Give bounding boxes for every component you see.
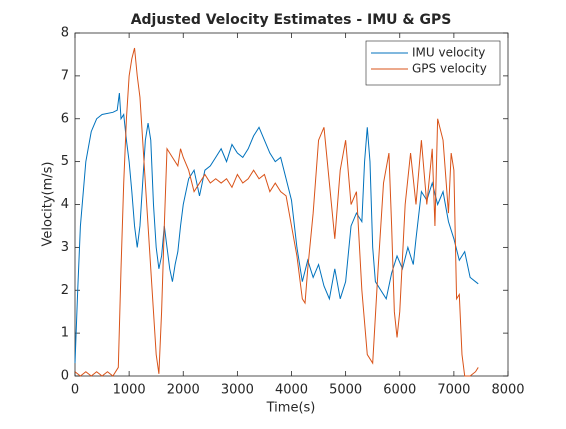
- x-tick-label: 5000: [329, 383, 362, 398]
- y-tick-label: 6: [61, 111, 69, 126]
- legend-box: [365, 40, 501, 86]
- x-tick-label: 1000: [113, 383, 146, 398]
- x-tick-label: 3000: [221, 383, 254, 398]
- y-tick-label: 5: [61, 154, 69, 169]
- y-tick-label: 8: [61, 26, 69, 41]
- y-axis-label: Velocity(m/s): [41, 162, 56, 247]
- y-tick-label: 0: [61, 369, 69, 384]
- data-line: [74, 47, 479, 377]
- x-tick-label: 6000: [383, 383, 416, 398]
- y-tick-label: 3: [61, 240, 69, 255]
- y-tick-label: 7: [61, 68, 69, 83]
- y-tick-label: 2: [61, 283, 69, 298]
- x-tick-label: 4000: [275, 383, 308, 398]
- y-tick-label: 4: [61, 197, 69, 212]
- legend-label: IMU velocity: [412, 46, 485, 60]
- x-tick-label: 8000: [491, 383, 524, 398]
- x-tick-label: 7000: [437, 383, 470, 398]
- x-tick-label: 0: [71, 383, 79, 398]
- legend-label: GPS velocity: [412, 62, 487, 76]
- x-axis-label: Time(s): [266, 401, 316, 416]
- y-tick-label: 1: [61, 326, 69, 341]
- x-tick-label: 2000: [167, 383, 200, 398]
- chart-title: Adjusted Velocity Estimates - IMU & GPS: [131, 12, 452, 28]
